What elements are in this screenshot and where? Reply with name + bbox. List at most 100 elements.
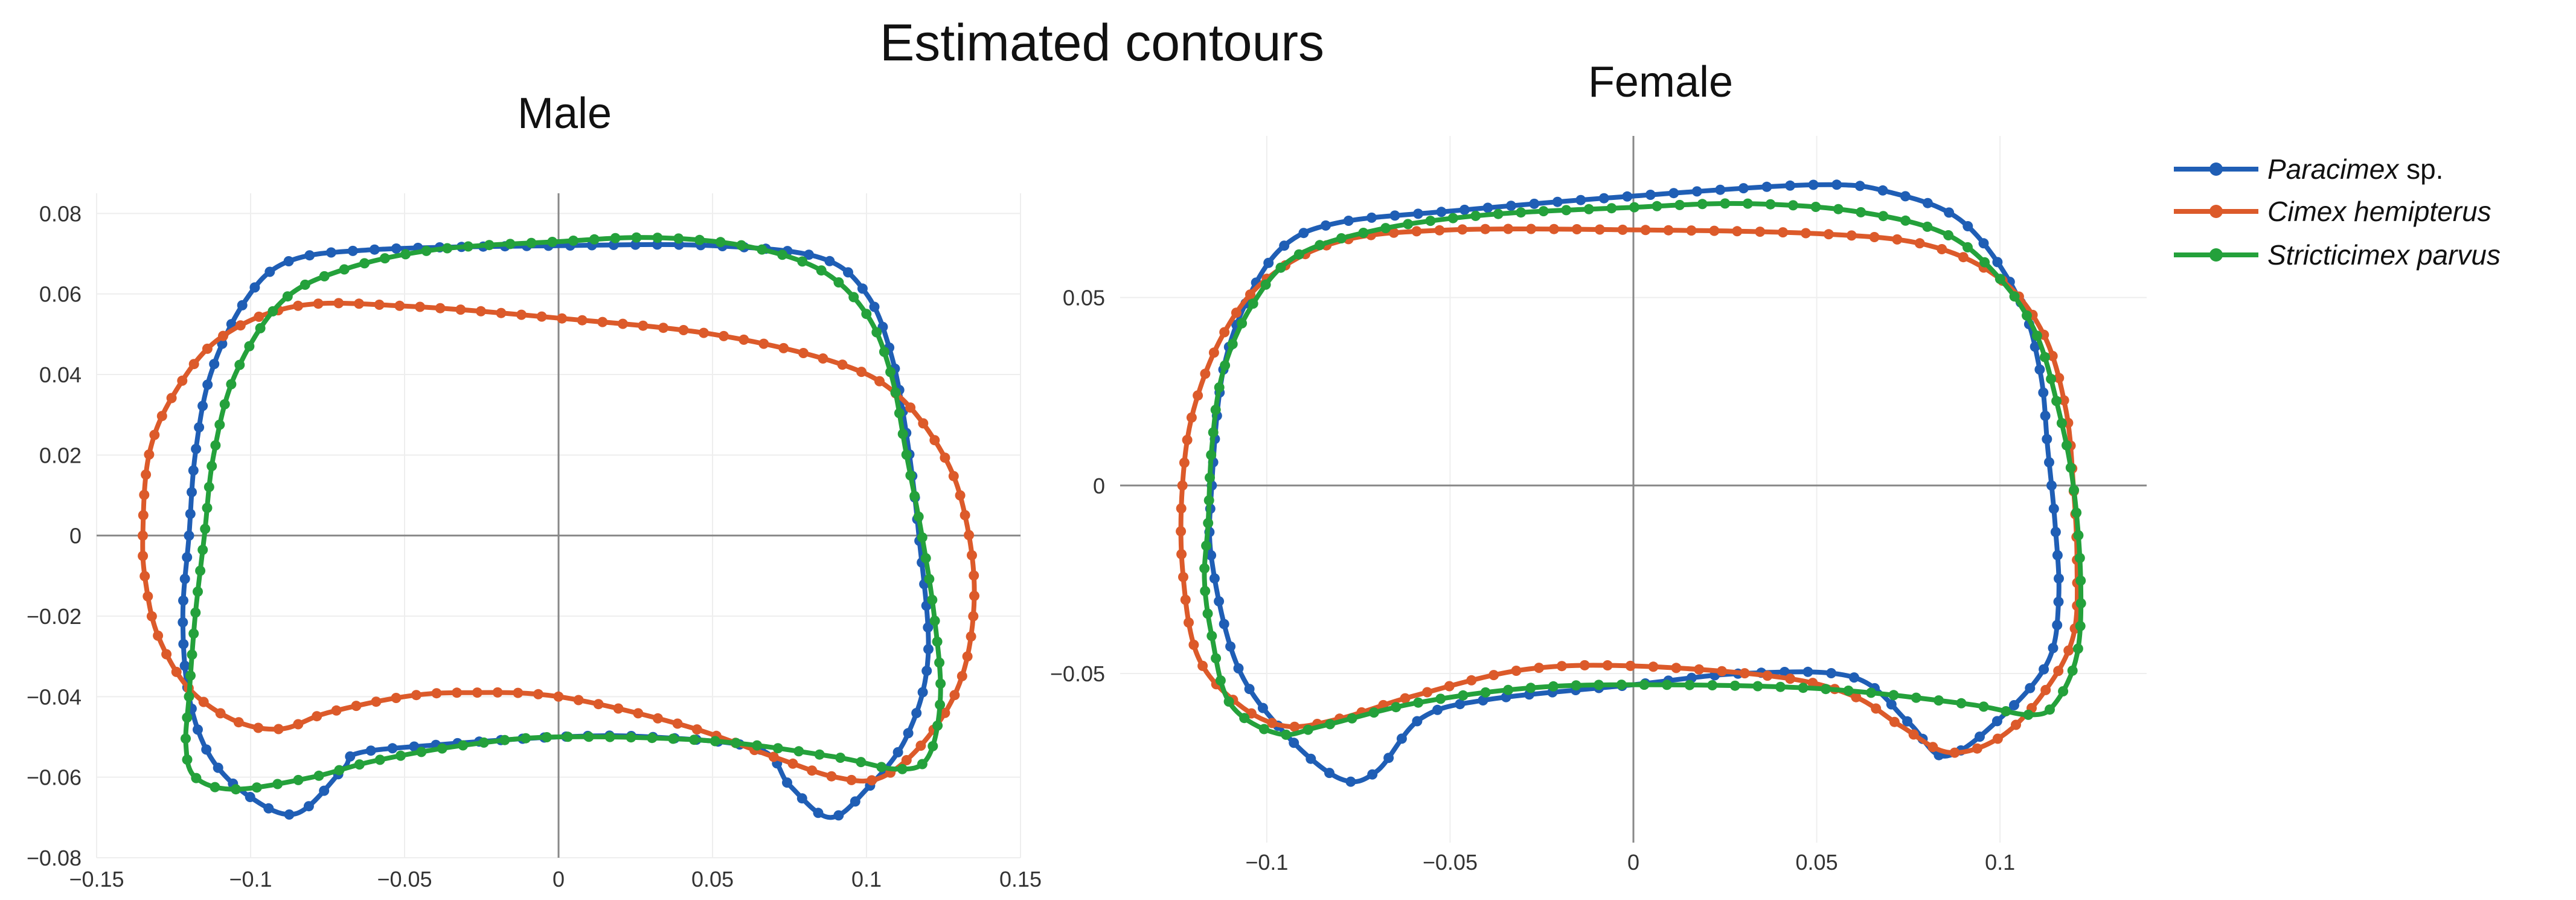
series-point (940, 707, 950, 718)
series-point (935, 699, 946, 710)
series-point (879, 347, 889, 357)
series-point (846, 774, 857, 785)
series-point (203, 481, 214, 492)
series-point (1239, 713, 1250, 724)
series-point (1739, 668, 1750, 679)
series-point (1652, 201, 1662, 211)
series-point (1260, 279, 1271, 290)
series-point (191, 443, 202, 454)
series-point (1281, 729, 1292, 740)
series-point (1831, 179, 1842, 190)
series-point (768, 751, 779, 762)
series-point (698, 327, 709, 338)
series-point (284, 809, 295, 820)
series-point (1922, 198, 1933, 208)
series-point (313, 298, 324, 309)
series-point (1248, 298, 1258, 309)
series-point (1511, 666, 1522, 676)
series-point (1575, 194, 1586, 205)
series-point (2044, 457, 2054, 468)
series-point (333, 298, 344, 309)
series-point (1176, 503, 1187, 514)
series-point (1833, 204, 1844, 214)
series-point (918, 418, 929, 429)
legend-marker-stricticimex (2209, 248, 2223, 262)
series-point (2031, 330, 2042, 341)
series-point (1219, 619, 1229, 629)
series-point (1671, 663, 1682, 673)
series-point (1214, 382, 1225, 393)
series-point (736, 240, 747, 251)
series-point (1625, 660, 1636, 671)
series-point (312, 711, 322, 722)
series-line-stricticimex (1202, 201, 2084, 738)
series-point (1289, 738, 1299, 748)
series-point (178, 617, 188, 628)
series-point (593, 699, 604, 710)
series-point (1889, 716, 1900, 727)
series-point (1178, 571, 1188, 582)
series-point (934, 657, 945, 668)
series-paracimex (1204, 179, 2064, 787)
series-point (672, 718, 683, 729)
series-point (354, 298, 364, 309)
series-point (797, 256, 808, 267)
series-point (1571, 680, 1581, 691)
series-point (857, 283, 868, 294)
series-point (141, 469, 152, 480)
series-point (415, 301, 425, 312)
series-point (1962, 242, 1973, 252)
series-point (2052, 620, 2063, 631)
series-point (354, 759, 365, 770)
series-point (396, 750, 406, 761)
legend-item-cimex: Cimex hemipterus (2174, 196, 2491, 227)
series-point (1179, 457, 1190, 468)
series-point (1233, 663, 1244, 673)
series-point (967, 550, 977, 561)
series-point (577, 315, 588, 326)
series-point (2046, 373, 2057, 384)
series-point (782, 777, 792, 788)
series-point (219, 399, 230, 410)
series-point (313, 770, 324, 781)
series-point (1215, 675, 1226, 686)
series-point (416, 747, 427, 757)
series-point (1257, 702, 1268, 713)
series-point (437, 743, 447, 754)
series-point (1914, 238, 1925, 249)
legend-item-stricticimex: Stricticimex parvus (2174, 239, 2501, 271)
series-point (647, 733, 658, 744)
series-point (264, 266, 275, 277)
series-point (1422, 687, 1433, 698)
series-point (499, 734, 510, 745)
series-point (2058, 686, 2069, 696)
series-point (1922, 221, 1933, 232)
series-point (1662, 680, 1672, 690)
series-point (2052, 550, 2063, 561)
series-point (1937, 244, 1947, 254)
series-point (1275, 262, 1286, 273)
series-point (876, 762, 887, 773)
series-point (387, 743, 398, 754)
y-tick-label: 0.06 (39, 282, 82, 307)
series-point (233, 717, 244, 728)
series-point (1180, 594, 1191, 605)
x-tick-label: −0.1 (1245, 850, 1288, 875)
series-point (1368, 707, 1379, 718)
y-tick-label: −0.05 (1050, 661, 1105, 686)
series-point (1525, 683, 1536, 693)
series-point (1315, 240, 1325, 251)
y-tick-label: 0.02 (39, 443, 82, 468)
series-point (184, 691, 194, 702)
series-point (1279, 240, 1290, 251)
x-tick-label: 0.05 (1796, 850, 1838, 875)
series-point (752, 740, 763, 751)
series-stricticimex (1199, 198, 2086, 740)
series-point (969, 591, 979, 601)
series-point (1211, 653, 1222, 664)
series-point (917, 687, 928, 698)
female-panel-title: Female (1588, 58, 1733, 106)
series-point (568, 236, 578, 246)
series-point (188, 465, 199, 476)
series-point (1205, 472, 1215, 483)
